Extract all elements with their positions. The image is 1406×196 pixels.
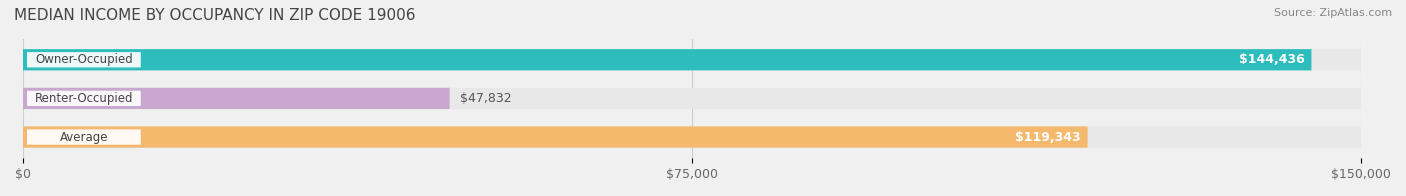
FancyBboxPatch shape [27, 91, 141, 106]
Text: MEDIAN INCOME BY OCCUPANCY IN ZIP CODE 19006: MEDIAN INCOME BY OCCUPANCY IN ZIP CODE 1… [14, 8, 416, 23]
FancyBboxPatch shape [22, 49, 1312, 70]
FancyBboxPatch shape [22, 49, 1361, 70]
FancyBboxPatch shape [27, 52, 141, 67]
Text: Renter-Occupied: Renter-Occupied [35, 92, 134, 105]
Text: Source: ZipAtlas.com: Source: ZipAtlas.com [1274, 8, 1392, 18]
Text: Average: Average [59, 131, 108, 143]
FancyBboxPatch shape [27, 129, 141, 145]
Text: $119,343: $119,343 [1015, 131, 1081, 143]
FancyBboxPatch shape [22, 88, 450, 109]
Text: $47,832: $47,832 [460, 92, 512, 105]
FancyBboxPatch shape [22, 126, 1088, 148]
Text: $144,436: $144,436 [1239, 53, 1305, 66]
FancyBboxPatch shape [22, 126, 1361, 148]
FancyBboxPatch shape [22, 88, 1361, 109]
Text: Owner-Occupied: Owner-Occupied [35, 53, 132, 66]
